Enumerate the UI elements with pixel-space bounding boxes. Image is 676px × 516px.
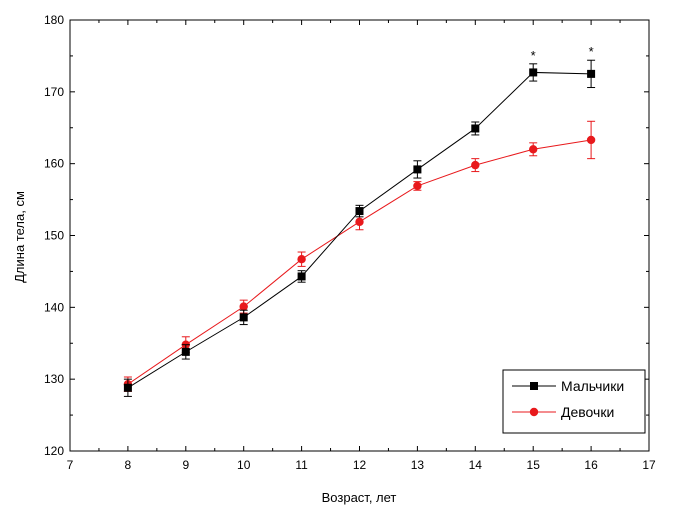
data-point [471, 160, 480, 170]
data-point [181, 347, 190, 356]
data-point [123, 383, 132, 392]
data-point [355, 207, 364, 216]
data-point [413, 165, 422, 174]
x-tick-label: 10 [237, 458, 251, 472]
y-tick-label: 170 [44, 85, 64, 99]
x-tick-label: 9 [182, 458, 189, 472]
x-tick-label: 16 [584, 458, 598, 472]
series-layer: * * [123, 44, 596, 397]
data-point [587, 69, 596, 78]
x-tick-label: 13 [411, 458, 425, 472]
legend-label: Девочки [561, 404, 614, 420]
data-point [355, 217, 364, 227]
y-tick-label: 130 [44, 372, 64, 386]
data-point [239, 313, 248, 322]
series-girls [123, 120, 596, 392]
y-tick-label: 150 [44, 229, 64, 243]
x-tick-label: 14 [469, 458, 483, 472]
data-point [471, 124, 480, 133]
data-point [297, 255, 306, 264]
data-point [586, 135, 596, 145]
y-tick-label: 140 [44, 300, 64, 314]
legend-box [502, 369, 646, 434]
legend-label: Мальчики [561, 378, 624, 394]
legend: Мальчики Девочки [502, 369, 646, 434]
plot-axes: 7 8 9 10 11 12 13 14 15 16 17 120 130 140 150 160 170 180 [44, 13, 656, 472]
significance-marker: * [531, 48, 536, 63]
series-boys: * * [123, 44, 596, 397]
y-tick-label: 120 [44, 444, 64, 458]
data-point [529, 145, 538, 154]
series-line [127, 139, 592, 385]
legend-marker [530, 382, 538, 390]
y-tick-label: 160 [44, 157, 64, 171]
x-tick-label: 11 [295, 458, 308, 472]
data-point [239, 302, 248, 311]
data-point [529, 68, 538, 77]
x-tick-label: 12 [353, 458, 367, 472]
data-point [413, 181, 422, 191]
significance-marker: * [589, 44, 594, 59]
x-tick-label: 7 [67, 458, 74, 472]
x-tick-label: 15 [527, 458, 541, 472]
x-tick-label: 8 [125, 458, 132, 472]
x-tick-label: 17 [642, 458, 656, 472]
x-axis-label: Возраст, лет [322, 490, 397, 505]
y-tick-label: 180 [44, 13, 64, 27]
legend-marker [529, 407, 539, 417]
y-axis-label: Длина тела, см [12, 191, 27, 283]
data-point [297, 272, 306, 281]
